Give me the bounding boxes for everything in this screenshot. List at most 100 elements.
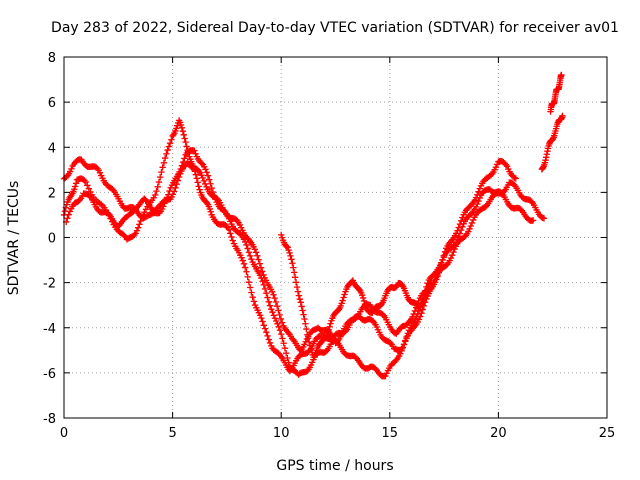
data-point [305, 338, 313, 346]
data-point [291, 269, 298, 276]
data-point [277, 315, 285, 323]
data-point [511, 174, 518, 181]
data-point [173, 181, 180, 188]
series-track-f [538, 112, 566, 173]
data-point [257, 264, 265, 271]
data-point [177, 170, 184, 177]
data-point [456, 220, 464, 228]
data-point [264, 332, 271, 340]
data-point [455, 224, 462, 231]
data-point [246, 252, 254, 260]
data-point [286, 249, 293, 257]
data-point [418, 309, 425, 317]
data-point [170, 188, 178, 195]
data-point [265, 336, 272, 343]
data-point [192, 150, 199, 158]
data-point [276, 327, 284, 334]
data-point [276, 311, 283, 319]
data-point [179, 127, 187, 135]
grid-layer [64, 57, 607, 418]
data-point [397, 350, 404, 357]
data-point [194, 179, 201, 186]
data-point [68, 165, 75, 173]
data-point [451, 245, 458, 253]
data-point [275, 323, 282, 331]
x-tick-labels: 0 5 10 15 20 25 [60, 426, 615, 441]
data-markers [60, 71, 566, 380]
data-point [278, 319, 286, 326]
data-point [248, 256, 255, 263]
data-point [154, 183, 161, 191]
data-point [338, 300, 345, 307]
data-point [193, 175, 201, 182]
series-track-a [60, 117, 537, 375]
data-point [200, 177, 208, 185]
data-point [202, 166, 209, 173]
data-point [301, 315, 308, 323]
data-point [272, 298, 280, 306]
data-point [261, 285, 269, 293]
data-point [327, 320, 334, 327]
data-point [183, 143, 190, 150]
data-point [181, 155, 188, 162]
data-point [246, 284, 254, 291]
data-point [472, 194, 480, 201]
data-point [169, 191, 177, 198]
data-point [251, 246, 259, 253]
data-point [287, 252, 294, 260]
x-tick-label: 15 [382, 426, 399, 441]
x-tick-label: 20 [490, 426, 507, 441]
data-point [269, 308, 276, 316]
data-point [279, 335, 286, 342]
data-point [468, 219, 476, 227]
data-point [174, 177, 182, 184]
chart-title: Day 283 of 2022, Sidereal Day-to-day VTE… [51, 20, 619, 36]
data-point [284, 354, 291, 362]
data-point [273, 302, 281, 310]
data-point [356, 286, 363, 293]
data-point [448, 251, 456, 259]
data-point [64, 215, 71, 222]
y-tick-label: 2 [48, 186, 56, 201]
data-point [299, 307, 306, 314]
data-point [278, 330, 285, 338]
data-point [203, 169, 210, 176]
data-point [415, 316, 423, 323]
data-point [263, 328, 270, 336]
data-point [165, 143, 173, 150]
series-track-d [278, 231, 435, 361]
data-point [256, 312, 264, 319]
data-point [227, 230, 234, 237]
data-point [248, 289, 255, 296]
data-point [259, 268, 266, 275]
x-tick-label: 10 [273, 426, 290, 441]
data-point [136, 221, 143, 228]
data-point [281, 344, 289, 352]
data-point [424, 286, 431, 293]
data-point [447, 254, 455, 262]
data-point [270, 291, 277, 298]
data-point [475, 197, 482, 205]
data-point [423, 289, 430, 296]
data-point [265, 298, 272, 305]
data-point [476, 185, 483, 192]
data-point [181, 135, 188, 142]
x-tick-label: 5 [168, 426, 176, 441]
data-point [459, 214, 466, 221]
data-point [261, 325, 269, 332]
y-tick-label: -8 [43, 412, 56, 427]
data-point [196, 186, 203, 193]
data-point [295, 292, 303, 299]
data-point [160, 159, 168, 166]
data-point [238, 254, 245, 261]
data-point [84, 182, 91, 189]
data-point [134, 224, 142, 231]
data-point [304, 331, 311, 338]
data-point [271, 294, 278, 302]
data-point [475, 188, 482, 195]
data-point [298, 303, 305, 310]
data-point [289, 260, 296, 267]
data-point [399, 344, 407, 351]
data-point [290, 264, 297, 271]
